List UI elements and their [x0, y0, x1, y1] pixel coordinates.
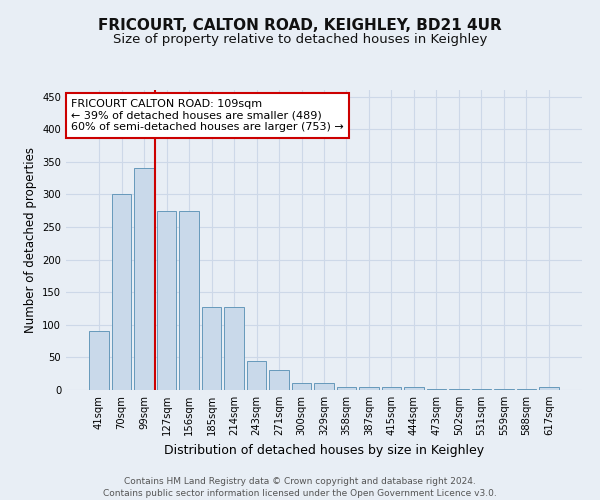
Text: FRICOURT, CALTON ROAD, KEIGHLEY, BD21 4UR: FRICOURT, CALTON ROAD, KEIGHLEY, BD21 4U… — [98, 18, 502, 32]
Bar — [224, 306, 244, 390]
Text: Size of property relative to detached houses in Keighley: Size of property relative to detached ho… — [113, 32, 487, 46]
Bar — [179, 210, 199, 390]
Bar — [404, 388, 424, 390]
Bar — [539, 388, 559, 390]
Bar — [112, 194, 131, 390]
Bar — [472, 388, 491, 390]
Bar — [247, 360, 266, 390]
X-axis label: Distribution of detached houses by size in Keighley: Distribution of detached houses by size … — [164, 444, 484, 456]
Bar — [359, 386, 379, 390]
Bar — [314, 384, 334, 390]
Bar — [337, 386, 356, 390]
Bar — [89, 332, 109, 390]
Bar — [269, 370, 289, 390]
Text: Contains HM Land Registry data © Crown copyright and database right 2024.
Contai: Contains HM Land Registry data © Crown c… — [103, 476, 497, 498]
Text: FRICOURT CALTON ROAD: 109sqm
← 39% of detached houses are smaller (489)
60% of s: FRICOURT CALTON ROAD: 109sqm ← 39% of de… — [71, 99, 344, 132]
Bar — [134, 168, 154, 390]
Y-axis label: Number of detached properties: Number of detached properties — [23, 147, 37, 333]
Bar — [449, 388, 469, 390]
Bar — [202, 306, 221, 390]
Bar — [427, 388, 446, 390]
Bar — [292, 384, 311, 390]
Bar — [382, 388, 401, 390]
Bar — [157, 210, 176, 390]
